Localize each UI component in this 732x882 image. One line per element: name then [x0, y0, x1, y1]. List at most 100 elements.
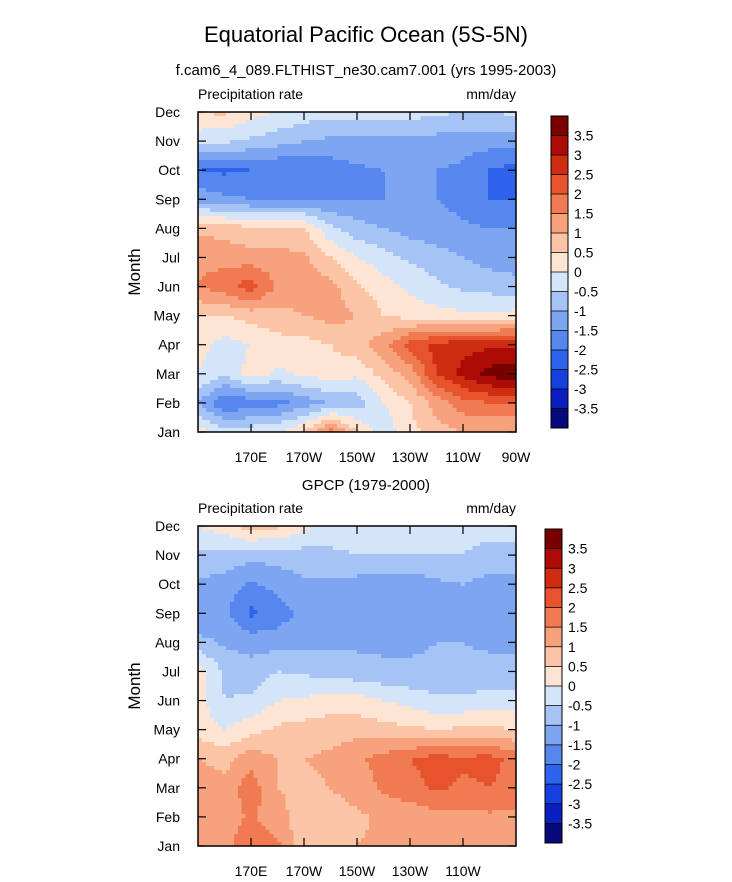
heat-cell	[198, 336, 203, 341]
heat-cell	[313, 224, 318, 229]
heat-cell	[508, 148, 513, 153]
heat-cell	[301, 348, 306, 353]
heat-cell	[360, 184, 366, 189]
heat-cell	[277, 312, 283, 317]
heat-cell	[229, 120, 235, 125]
heat-cell	[325, 252, 330, 257]
heat-cell	[512, 344, 517, 349]
heat-cell	[269, 208, 275, 213]
heat-cell	[241, 332, 247, 337]
heat-cell	[396, 172, 402, 177]
heat-cell	[257, 276, 263, 281]
heat-cell	[321, 192, 326, 197]
heat-cell	[285, 236, 291, 241]
heat-cell	[372, 208, 378, 213]
heat-cell	[225, 136, 231, 141]
heat-cell	[217, 180, 223, 185]
heat-cell	[460, 312, 465, 317]
heat-cell	[480, 328, 485, 333]
heat-cell	[345, 308, 350, 313]
heat-cell	[353, 236, 358, 241]
heat-cell	[273, 236, 279, 241]
heat-cell	[269, 160, 275, 165]
heat-cell	[321, 132, 326, 137]
heat-cell	[253, 152, 259, 157]
heat-cell	[225, 312, 231, 317]
heat-cell	[456, 248, 461, 253]
heat-cell	[504, 140, 509, 145]
heat-cell	[281, 248, 287, 253]
heat-cell	[313, 176, 318, 181]
heat-cell	[368, 356, 374, 361]
heat-cell	[496, 216, 501, 221]
heat-cell	[444, 248, 450, 253]
heat-cell	[349, 196, 354, 201]
heat-cell	[476, 260, 481, 265]
heat-cell	[428, 132, 434, 137]
heat-cell	[376, 272, 382, 277]
heat-cell	[400, 212, 406, 217]
heat-cell	[297, 292, 302, 297]
heat-cell	[289, 244, 295, 249]
heat-cell	[468, 296, 473, 301]
heat-cell	[432, 296, 438, 301]
heat-cell	[488, 236, 493, 241]
heat-cell	[253, 232, 259, 237]
heat-cell	[321, 264, 326, 269]
heat-cell	[241, 176, 247, 181]
heat-cell	[372, 284, 378, 289]
heat-cell	[500, 136, 505, 141]
heat-cell	[388, 280, 394, 285]
heat-cell	[376, 152, 382, 157]
heat-cell	[480, 144, 485, 149]
heat-cell	[412, 152, 418, 157]
heat-cell	[468, 304, 473, 309]
heat-cell	[436, 184, 442, 189]
heat-cell	[360, 288, 366, 293]
heat-cell	[205, 304, 211, 309]
heat-cell	[488, 200, 493, 205]
heat-cell	[225, 220, 231, 225]
heat-cell	[281, 228, 287, 233]
heat-cell	[265, 176, 271, 181]
heat-cell	[277, 204, 283, 209]
heat-cell	[205, 220, 211, 225]
heat-cell	[440, 244, 446, 249]
heat-cell	[269, 256, 275, 261]
heat-cell	[249, 336, 255, 341]
heat-cell	[297, 316, 302, 321]
heat-cell	[464, 344, 469, 349]
heat-cell	[376, 284, 382, 289]
heat-cell	[281, 176, 287, 181]
heat-cell	[297, 132, 302, 137]
heat-cell	[357, 184, 362, 189]
heat-cell	[464, 220, 469, 225]
heat-cell	[225, 184, 231, 189]
heat-cell	[500, 124, 505, 129]
heat-cell	[436, 324, 442, 329]
heat-cell	[261, 132, 267, 137]
heat-cell	[341, 252, 346, 257]
heat-cell	[472, 120, 477, 125]
heat-cell	[221, 352, 227, 357]
heat-cell	[396, 136, 402, 141]
heat-cell	[209, 156, 215, 161]
heat-cell	[357, 312, 362, 317]
heat-cell	[217, 144, 223, 149]
heat-cell	[209, 292, 215, 297]
heat-cell	[309, 280, 314, 285]
heat-cell	[364, 336, 370, 341]
heat-cell	[384, 332, 390, 337]
heat-cell	[285, 272, 291, 277]
heat-cell	[213, 260, 219, 265]
heat-cell	[392, 176, 398, 181]
heat-cell	[372, 296, 378, 301]
heat-cell	[400, 120, 406, 125]
heat-cell	[448, 196, 454, 201]
heat-cell	[357, 232, 362, 237]
heat-cell	[301, 124, 306, 129]
heat-cell	[217, 184, 223, 189]
heat-cell	[213, 340, 219, 345]
heat-cell	[261, 192, 267, 197]
heat-cell	[468, 320, 473, 325]
